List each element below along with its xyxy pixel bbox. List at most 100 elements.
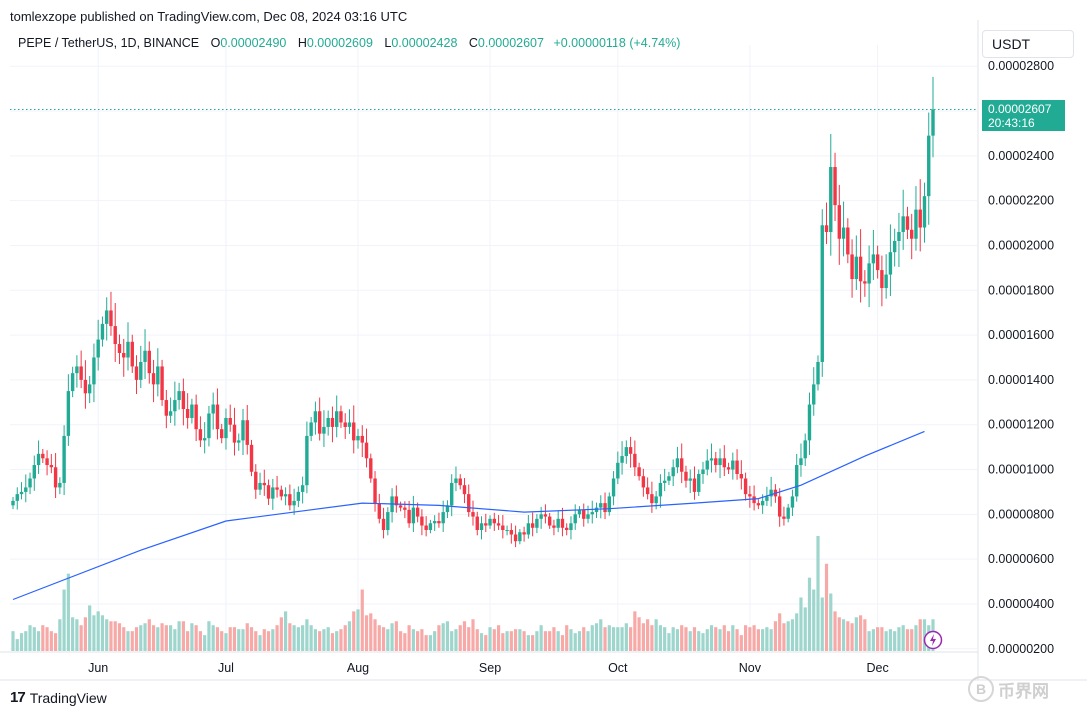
volume-bar bbox=[803, 607, 807, 651]
candle-body bbox=[492, 518, 496, 524]
candle-body bbox=[756, 503, 761, 506]
volume-bar bbox=[377, 625, 381, 651]
y-tick-label: 0.00000600 bbox=[988, 552, 1054, 566]
volume-bar bbox=[816, 536, 820, 651]
volume-bar bbox=[565, 625, 569, 651]
candle-body bbox=[641, 476, 646, 488]
candle-body bbox=[62, 435, 66, 483]
candle-body bbox=[373, 478, 377, 504]
volume-bar bbox=[893, 631, 897, 651]
lightning-bolt-icon bbox=[930, 634, 936, 646]
tradingview-logo[interactable]: 17 TradingView bbox=[10, 689, 107, 706]
y-tick-label: 0.00001200 bbox=[988, 418, 1054, 432]
volume-bar bbox=[663, 627, 667, 651]
volume-bar bbox=[173, 629, 177, 651]
candle-body bbox=[266, 485, 271, 499]
volume-bar bbox=[313, 629, 318, 651]
candle-body bbox=[87, 384, 92, 394]
candle-body bbox=[603, 503, 607, 513]
candle-body bbox=[28, 478, 32, 488]
candle-body bbox=[113, 326, 117, 345]
volume-bar bbox=[492, 629, 496, 651]
volume-bar bbox=[445, 621, 450, 651]
candle-body bbox=[680, 458, 684, 472]
candle-body bbox=[377, 503, 381, 519]
candle-body bbox=[914, 209, 918, 239]
volume-bar bbox=[667, 633, 671, 651]
volume-bar bbox=[220, 631, 224, 651]
candle-body bbox=[910, 229, 914, 239]
volume-bar bbox=[548, 631, 552, 651]
candle-body bbox=[812, 384, 816, 405]
candle-body bbox=[441, 512, 445, 524]
volume-bar bbox=[19, 633, 24, 651]
volume-bar bbox=[437, 625, 441, 651]
open-value: 0.00002490 bbox=[220, 36, 287, 50]
volume-bar bbox=[761, 629, 765, 651]
currency-selector[interactable]: USDT bbox=[982, 30, 1074, 58]
candle-body bbox=[190, 404, 194, 418]
candle-body bbox=[586, 514, 590, 519]
candle-body bbox=[620, 456, 624, 463]
volume-bar bbox=[288, 623, 292, 651]
candle-body bbox=[347, 422, 352, 427]
candle-body bbox=[343, 422, 347, 427]
candle-body bbox=[194, 404, 198, 430]
volume-bar bbox=[352, 611, 356, 651]
candle-body bbox=[577, 509, 582, 515]
symbol-name: PEPE / TetherUS, 1D, BINANCE bbox=[18, 36, 200, 50]
candle-body bbox=[275, 487, 279, 490]
volume-bar bbox=[198, 631, 203, 651]
volume-bar bbox=[168, 625, 173, 651]
candle-body bbox=[739, 473, 744, 479]
tradingview-logo-icon: 17 bbox=[10, 689, 26, 706]
volume-bar bbox=[335, 631, 339, 651]
volume-bar bbox=[258, 635, 262, 651]
volume-bar bbox=[646, 619, 650, 651]
candle-body bbox=[637, 467, 641, 477]
candle-body bbox=[181, 391, 186, 410]
volume-bar bbox=[407, 625, 411, 651]
volume-bar bbox=[543, 631, 548, 651]
low-label: L bbox=[384, 36, 392, 50]
candle-body bbox=[829, 167, 833, 233]
volume-bar bbox=[790, 619, 795, 651]
candle-body bbox=[288, 494, 292, 506]
candle-body bbox=[616, 462, 620, 479]
candle-body bbox=[237, 440, 241, 443]
volume-bar bbox=[24, 631, 28, 651]
candle-body bbox=[901, 216, 905, 233]
x-tick-label: Jul bbox=[218, 661, 234, 675]
volume-bar bbox=[190, 623, 194, 651]
candle-body bbox=[769, 489, 773, 497]
candle-body bbox=[624, 447, 629, 457]
candle-body bbox=[134, 366, 139, 380]
volume-bar bbox=[701, 633, 705, 651]
candle-body bbox=[871, 254, 876, 264]
volume-bar bbox=[782, 623, 786, 651]
volume-bar bbox=[888, 629, 893, 651]
volume-bar bbox=[556, 631, 560, 651]
last-price-badge: 0.00002607 20:43:16 bbox=[982, 100, 1065, 131]
candle-body bbox=[41, 453, 45, 459]
volume-bar bbox=[356, 609, 360, 651]
candle-body bbox=[892, 240, 897, 253]
candle-body bbox=[411, 507, 416, 524]
volume-bar bbox=[186, 631, 190, 651]
candle-body bbox=[799, 458, 803, 466]
volume-bar bbox=[867, 631, 871, 651]
volume-bar bbox=[743, 625, 748, 651]
candle-body bbox=[539, 514, 543, 519]
candle-body bbox=[220, 429, 224, 439]
volume-bar bbox=[654, 619, 658, 651]
volume-bar bbox=[411, 629, 415, 651]
candle-body bbox=[420, 516, 424, 526]
volume-bar bbox=[671, 627, 675, 651]
volume-bar bbox=[36, 631, 41, 651]
volume-bar bbox=[75, 619, 79, 651]
candle-body bbox=[726, 467, 731, 470]
candle-body bbox=[258, 482, 262, 490]
candle-body bbox=[126, 341, 130, 358]
volume-bar bbox=[92, 615, 96, 651]
